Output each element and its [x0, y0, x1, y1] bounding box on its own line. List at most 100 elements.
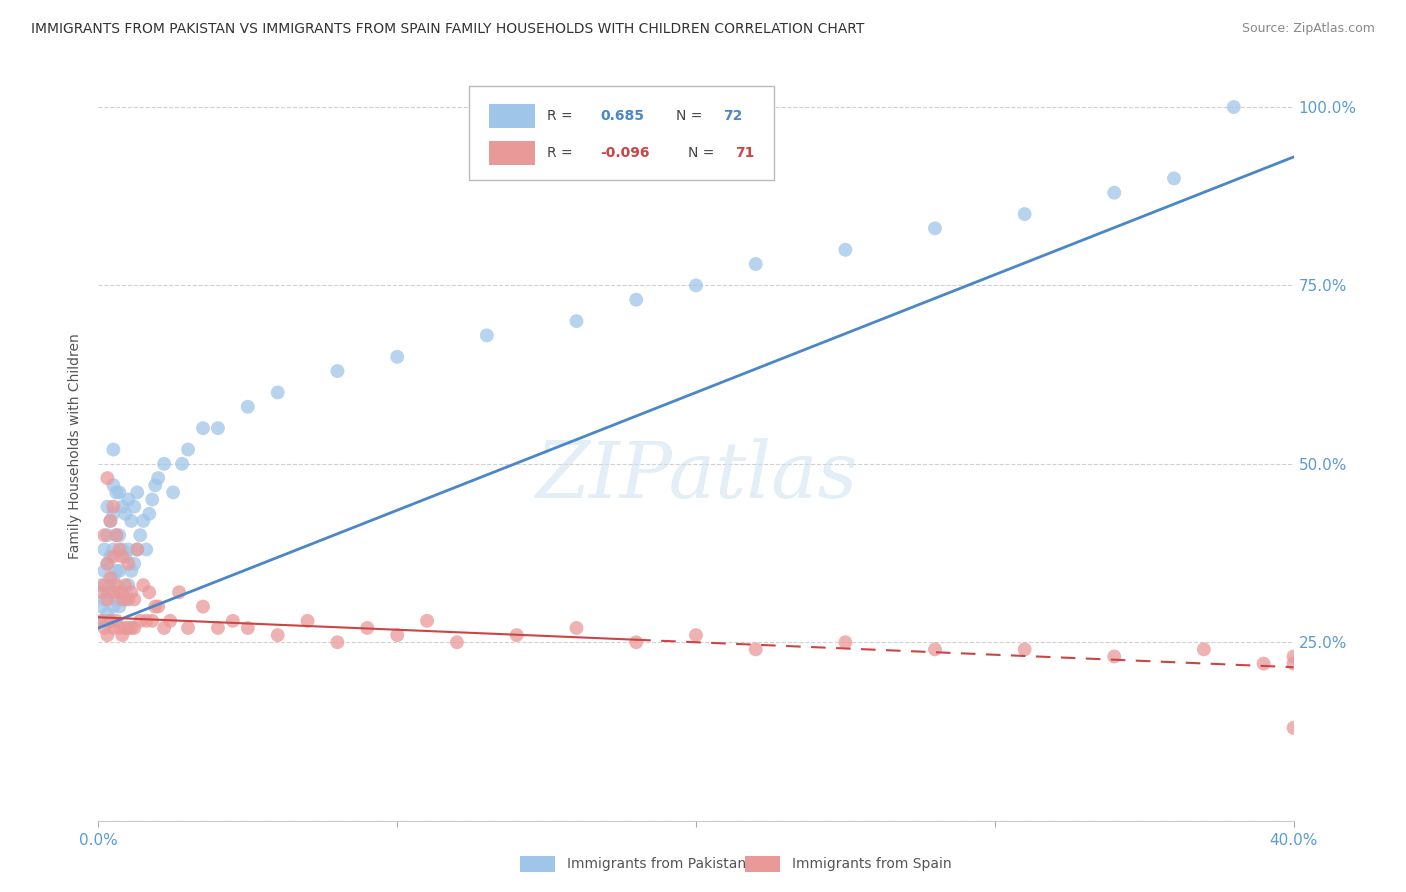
Text: ZIPatlas: ZIPatlas: [534, 438, 858, 514]
Point: [1104, 649, 1126, 664]
Point: [120, 585, 142, 599]
Point: [90, 585, 112, 599]
Point: [93, 564, 115, 578]
Point: [207, 421, 229, 435]
Point: [148, 471, 170, 485]
Point: [177, 442, 200, 457]
Text: Immigrants from Pakistan: Immigrants from Pakistan: [567, 857, 745, 871]
Point: [108, 542, 131, 557]
Point: [1253, 657, 1275, 671]
Point: [385, 350, 409, 364]
Point: [98, 571, 122, 585]
Point: [93, 614, 115, 628]
Point: [111, 628, 134, 642]
Point: [120, 621, 142, 635]
Text: 72: 72: [724, 109, 742, 122]
Point: [153, 457, 176, 471]
Point: [1163, 171, 1185, 186]
Text: Source: ZipAtlas.com: Source: ZipAtlas.com: [1241, 22, 1375, 36]
Point: [96, 528, 118, 542]
Point: [105, 592, 128, 607]
Point: [167, 585, 190, 599]
Point: [96, 607, 118, 621]
Point: [117, 592, 139, 607]
Point: [127, 542, 149, 557]
Point: [297, 614, 319, 628]
Point: [103, 442, 125, 457]
Point: [745, 642, 768, 657]
Point: [626, 293, 648, 307]
Point: [96, 557, 118, 571]
Point: [129, 614, 152, 628]
Point: [162, 485, 184, 500]
FancyBboxPatch shape: [489, 103, 534, 128]
Point: [267, 628, 290, 642]
Point: [117, 542, 139, 557]
Text: 71: 71: [735, 146, 755, 161]
Point: [114, 621, 136, 635]
Text: R =: R =: [547, 109, 576, 122]
Point: [236, 400, 259, 414]
Point: [93, 592, 115, 607]
Point: [96, 585, 118, 599]
Point: [103, 507, 125, 521]
Point: [745, 257, 768, 271]
Point: [141, 614, 163, 628]
Point: [111, 592, 134, 607]
Point: [1014, 207, 1036, 221]
Point: [385, 628, 409, 642]
Point: [148, 599, 170, 614]
Point: [326, 635, 349, 649]
Point: [117, 557, 139, 571]
Point: [1014, 642, 1036, 657]
Point: [1282, 657, 1305, 671]
Point: [93, 528, 115, 542]
Point: [129, 528, 152, 542]
Text: Immigrants from Spain: Immigrants from Spain: [792, 857, 952, 871]
Point: [1192, 642, 1215, 657]
Point: [141, 492, 163, 507]
FancyBboxPatch shape: [470, 87, 773, 180]
Point: [105, 578, 128, 592]
Point: [506, 628, 529, 642]
Point: [103, 621, 125, 635]
Point: [446, 635, 468, 649]
Point: [834, 635, 856, 649]
Point: [108, 599, 131, 614]
Point: [103, 478, 125, 492]
Point: [108, 564, 131, 578]
Point: [93, 542, 115, 557]
Point: [127, 485, 149, 500]
Point: [159, 614, 181, 628]
Text: IMMIGRANTS FROM PAKISTAN VS IMMIGRANTS FROM SPAIN FAMILY HOUSEHOLDS WITH CHILDRE: IMMIGRANTS FROM PAKISTAN VS IMMIGRANTS F…: [31, 22, 865, 37]
Text: N =: N =: [676, 109, 706, 122]
Point: [114, 592, 136, 607]
Point: [98, 514, 122, 528]
Point: [93, 621, 115, 635]
Point: [138, 507, 160, 521]
Point: [124, 592, 146, 607]
Point: [111, 585, 134, 599]
Point: [924, 221, 946, 235]
Point: [1104, 186, 1126, 200]
Point: [93, 578, 115, 592]
Point: [143, 478, 166, 492]
Point: [132, 514, 155, 528]
Point: [475, 328, 498, 343]
Point: [207, 621, 229, 635]
Point: [111, 549, 134, 564]
Point: [90, 614, 112, 628]
Point: [103, 585, 125, 599]
Point: [132, 578, 155, 592]
Text: R =: R =: [547, 146, 576, 161]
Point: [236, 621, 259, 635]
Point: [96, 557, 118, 571]
Point: [191, 421, 214, 435]
Point: [114, 549, 136, 564]
Point: [138, 585, 160, 599]
Point: [135, 614, 157, 628]
Point: [1282, 721, 1305, 735]
FancyBboxPatch shape: [489, 142, 534, 166]
Point: [124, 621, 146, 635]
Point: [105, 485, 128, 500]
